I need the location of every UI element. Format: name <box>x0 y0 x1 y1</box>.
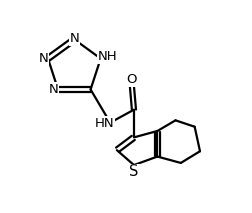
Text: N: N <box>48 83 58 96</box>
Text: S: S <box>129 164 138 179</box>
Text: N: N <box>69 32 79 45</box>
Text: O: O <box>126 73 137 86</box>
Text: N: N <box>38 52 48 65</box>
Text: HN: HN <box>94 117 113 130</box>
Text: NH: NH <box>97 50 117 63</box>
